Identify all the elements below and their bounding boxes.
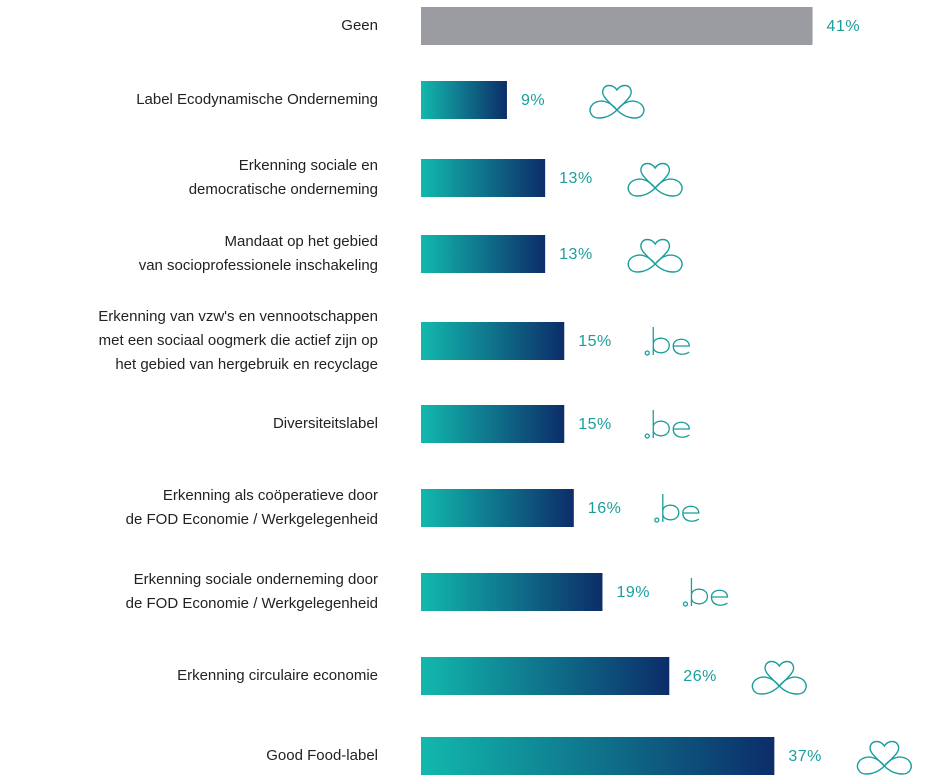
category-line: Mandaat op het gebied xyxy=(225,233,378,250)
icon-e xyxy=(672,338,690,355)
category-line: Erkenning van vzw's en vennootschappen xyxy=(98,308,378,325)
icon-leaf-left xyxy=(627,254,657,273)
bar xyxy=(421,657,670,695)
icon-leaf-right xyxy=(778,676,807,695)
category-label: Erkenning van vzw's en vennootschappen me… xyxy=(98,308,378,373)
value-label: 41% xyxy=(827,18,861,35)
icon-leaf-right xyxy=(616,100,645,119)
icon-dot xyxy=(644,433,650,439)
category-line: van socioprofessionele inschakeling xyxy=(139,257,378,274)
icon-dot xyxy=(654,517,660,523)
category-label: Diversiteitslabel xyxy=(273,415,378,432)
category-label: Geen xyxy=(341,17,378,34)
bar xyxy=(421,489,574,527)
bar xyxy=(421,81,507,119)
category-line: Erkenning sociale en xyxy=(239,157,378,174)
value-label: 13% xyxy=(559,170,593,187)
icon-dot xyxy=(644,350,650,356)
icon-heart xyxy=(640,238,671,265)
value-label: 13% xyxy=(559,246,593,263)
icon-b xyxy=(690,578,709,606)
value-label: 9% xyxy=(521,92,545,109)
icon-heart xyxy=(640,162,671,189)
label-icon xyxy=(627,238,683,273)
icon-leaf-left xyxy=(589,100,618,119)
icon-leaf-left xyxy=(856,756,886,775)
icon-leaf-right xyxy=(654,254,683,273)
label-icon xyxy=(589,84,645,119)
icon-dot xyxy=(682,601,689,607)
category-line: Label Ecodynamische Onderneming xyxy=(136,91,378,108)
label-icon xyxy=(682,578,729,607)
icon-leaf-right xyxy=(883,756,912,775)
category-label: Erkenning circulaire economie xyxy=(177,667,378,684)
bar xyxy=(421,405,565,443)
category-label: Erkenning als coöperatieve door de FOD Ec… xyxy=(126,487,378,528)
category-label: Label Ecodynamische Onderneming xyxy=(136,91,378,108)
icon-heart xyxy=(601,84,632,111)
category-line: de FOD Economie / Werkgelegenheid xyxy=(126,595,378,612)
icon-b xyxy=(652,327,670,355)
label-icon xyxy=(654,494,700,523)
category-label: Good Food-label xyxy=(266,747,378,764)
category-line: Good Food-label xyxy=(266,747,378,764)
category-line: Diversiteitslabel xyxy=(273,415,378,432)
category-line: met een sociaal oogmerk die actief zijn … xyxy=(99,332,378,349)
icon-leaf-right xyxy=(654,178,683,197)
category-line: de FOD Economie / Werkgelegenheid xyxy=(126,511,378,528)
bar xyxy=(421,7,813,45)
value-label: 19% xyxy=(616,584,650,601)
category-label: Erkenning sociale en democratische ondern… xyxy=(189,157,378,198)
bar xyxy=(421,159,546,197)
label-icon xyxy=(627,162,683,197)
icon-b xyxy=(662,494,680,522)
bar xyxy=(421,573,603,611)
category-line: het gebied van hergebruik en recyclage xyxy=(115,356,378,373)
category-label: Erkenning sociale onderneming door de FOD… xyxy=(126,571,378,612)
icon-b xyxy=(652,410,670,438)
label-icon xyxy=(644,327,690,356)
icon-heart xyxy=(764,660,795,687)
bar xyxy=(421,737,775,775)
icon-leaf-left xyxy=(627,178,657,197)
category-line: Geen xyxy=(341,17,378,34)
category-line: Erkenning als coöperatieve door xyxy=(163,487,378,504)
icon-e xyxy=(710,589,729,606)
icon-leaf-left xyxy=(751,676,781,695)
bar xyxy=(421,235,546,273)
category-line: Erkenning circulaire economie xyxy=(177,667,378,684)
label-icon xyxy=(856,740,912,775)
bar xyxy=(421,322,565,360)
value-label: 26% xyxy=(683,668,717,685)
icon-heart xyxy=(869,740,900,767)
value-label: 15% xyxy=(578,333,612,350)
label-icon xyxy=(644,410,690,439)
icon-e xyxy=(672,421,690,438)
category-label: Mandaat op het gebied van socioprofession… xyxy=(139,233,378,274)
value-label: 16% xyxy=(588,500,622,517)
category-line: Erkenning sociale onderneming door xyxy=(134,571,378,588)
value-label: 15% xyxy=(578,416,612,433)
value-label: 37% xyxy=(788,748,822,765)
icon-e xyxy=(682,505,700,522)
category-line: democratische onderneming xyxy=(189,181,378,198)
label-icon xyxy=(751,660,807,695)
